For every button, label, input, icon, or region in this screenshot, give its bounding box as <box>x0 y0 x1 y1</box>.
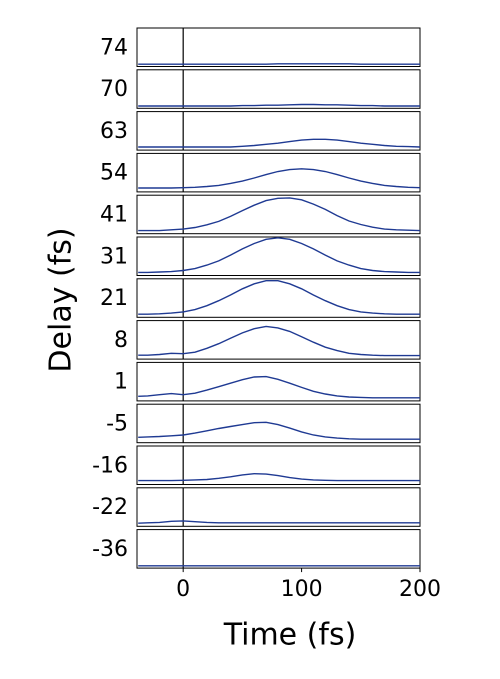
panel-frame <box>136 445 421 485</box>
panel-frame <box>136 278 421 318</box>
delay-label: 21 <box>100 286 128 311</box>
trace <box>138 375 420 399</box>
trace <box>138 472 420 482</box>
trace <box>138 520 420 524</box>
x-tick-label: 200 <box>399 577 441 602</box>
trace <box>138 197 421 232</box>
trace <box>138 237 420 274</box>
panel-frame <box>136 361 421 402</box>
panel-frame <box>136 403 421 444</box>
delay-label: 63 <box>100 119 128 144</box>
delay-label: 1 <box>114 370 128 395</box>
delay-label: 74 <box>100 35 128 60</box>
panel-frame <box>136 236 421 276</box>
panel-frame <box>136 69 421 109</box>
trace <box>138 280 420 315</box>
delay-label: 70 <box>100 77 128 102</box>
delay-label: -36 <box>92 537 128 562</box>
trace <box>138 421 420 440</box>
delay-label: 54 <box>100 161 128 186</box>
panel-frame <box>136 320 421 360</box>
panel-frame <box>136 194 421 235</box>
panel-frame <box>136 152 421 193</box>
delay-label: -16 <box>92 453 128 478</box>
panel-frame <box>136 487 421 527</box>
delay-label: 41 <box>100 202 128 227</box>
x-axis-label: Time (fs) <box>223 618 357 653</box>
y-axis-label: Delay (fs) <box>44 227 79 372</box>
trace <box>138 325 420 357</box>
panel-frame <box>136 529 421 569</box>
panel-frame <box>136 111 421 151</box>
delay-label: -5 <box>106 411 128 436</box>
trace <box>138 168 421 189</box>
delay-label: 31 <box>100 244 128 269</box>
trace <box>138 103 420 107</box>
panel-frame <box>136 27 421 67</box>
delay-label: -22 <box>92 495 128 520</box>
delay-label: 8 <box>114 328 128 353</box>
x-tick-label: 100 <box>281 577 323 602</box>
trace <box>138 138 421 148</box>
x-tick-label: 0 <box>176 577 190 602</box>
